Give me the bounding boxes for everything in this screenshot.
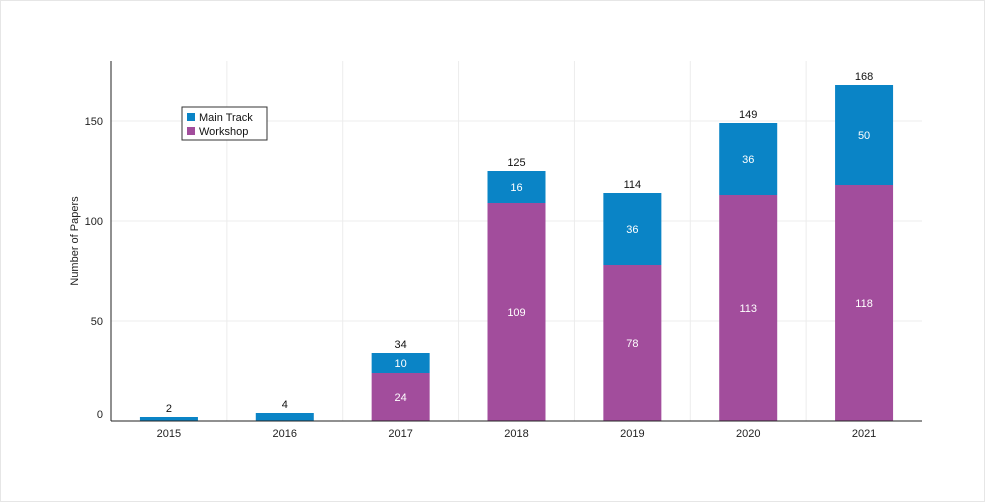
- bar-main-track-2018: [487, 171, 546, 203]
- total-label-2021: 168: [855, 71, 873, 83]
- y-tick-label: 150: [85, 116, 103, 128]
- segment-label: 24: [395, 392, 407, 404]
- bar-main-track-2019: [603, 193, 662, 265]
- segment-label: 36: [626, 224, 638, 236]
- total-label-2017: 34: [395, 339, 407, 351]
- x-tick-label: 2017: [388, 428, 412, 440]
- segment-label: 118: [855, 298, 873, 310]
- y-axis-title: Number of Papers: [69, 196, 81, 286]
- x-tick-label: 2021: [852, 428, 876, 440]
- x-tick-label: 2019: [620, 428, 644, 440]
- y-tick-label: 0: [97, 409, 103, 421]
- segment-label: 10: [395, 358, 407, 370]
- segment-label: 109: [507, 307, 525, 319]
- segment-label: 16: [510, 182, 522, 194]
- total-label-2019: 114: [624, 179, 642, 191]
- axes: [110, 61, 922, 422]
- total-label-2015: 2: [166, 403, 172, 415]
- legend: Main Track Workshop: [181, 106, 268, 141]
- bar-main-track-2017: [371, 353, 430, 373]
- bar-main-track-2021: [835, 85, 894, 185]
- total-label-2018: 125: [507, 157, 525, 169]
- bar-workshop-2020: [719, 195, 778, 421]
- bar-workshop-2021: [835, 185, 894, 421]
- segment-label: 78: [626, 338, 638, 350]
- y-tick-label: 50: [91, 316, 103, 328]
- bar-workshop-2017: [371, 373, 430, 421]
- segment-label: 50: [858, 130, 870, 142]
- x-tick-label: 2020: [736, 428, 760, 440]
- y-tick-label: 100: [85, 216, 103, 228]
- bar-workshop-2019: [603, 265, 662, 421]
- x-tick-label: 2018: [504, 428, 528, 440]
- segment-label: 36: [742, 154, 754, 166]
- bars: [139, 85, 894, 421]
- legend-swatch: [187, 127, 195, 135]
- x-tick-label: 2016: [273, 428, 297, 440]
- bar-main-track-2016: [255, 413, 314, 421]
- legend-swatch: [187, 113, 195, 121]
- labels: 2 2015 4 2016 24 10 34 2017 109 16 125 2018 78 36 114 2…: [85, 71, 877, 440]
- segment-label: 113: [739, 303, 757, 315]
- legend-box: [181, 106, 268, 141]
- total-label-2020: 149: [739, 109, 757, 121]
- bar-workshop-2018: [487, 203, 546, 421]
- legend-entry: Workshop: [199, 126, 248, 138]
- bar-main-track-2020: [719, 123, 778, 195]
- legend-entry: Main Track: [199, 112, 253, 124]
- total-label-2016: 4: [282, 399, 288, 411]
- bar-main-track-2015: [139, 417, 198, 421]
- x-tick-label: 2015: [157, 428, 181, 440]
